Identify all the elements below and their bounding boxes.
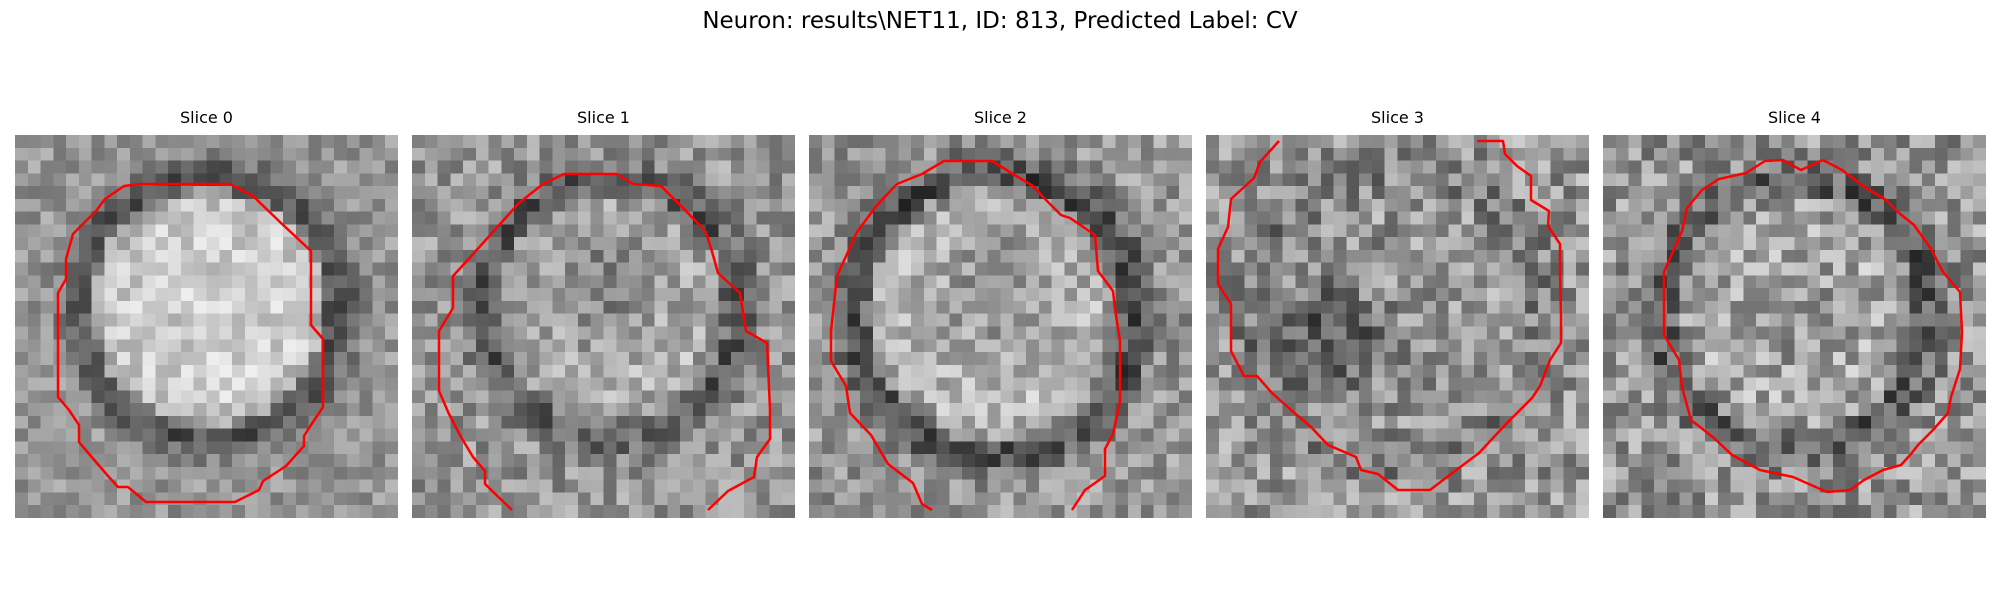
roi-contour — [829, 159, 1122, 512]
slice-image — [809, 135, 1192, 518]
contour-overlay — [437, 172, 772, 511]
slice-title: Slice 4 — [1768, 108, 1821, 127]
contour-overlay — [1216, 139, 1563, 492]
slice-image — [1206, 135, 1589, 518]
contour-overlay — [1662, 158, 1964, 494]
roi-contour — [56, 182, 325, 504]
contour-overlay — [829, 159, 1122, 512]
slice-title: Slice 2 — [974, 108, 1027, 127]
slice-title: Slice 0 — [180, 108, 233, 127]
slice-title: Slice 1 — [577, 108, 630, 127]
slice-image — [1603, 135, 1986, 518]
roi-contour — [1662, 158, 1964, 494]
slice-title: Slice 3 — [1371, 108, 1424, 127]
roi-contour — [437, 172, 772, 511]
slice-image — [15, 135, 398, 518]
figure-title: Neuron: results\NET11, ID: 813, Predicte… — [702, 8, 1298, 34]
roi-contour — [1216, 139, 1563, 492]
contour-overlay — [56, 182, 325, 504]
slice-image — [412, 135, 795, 518]
